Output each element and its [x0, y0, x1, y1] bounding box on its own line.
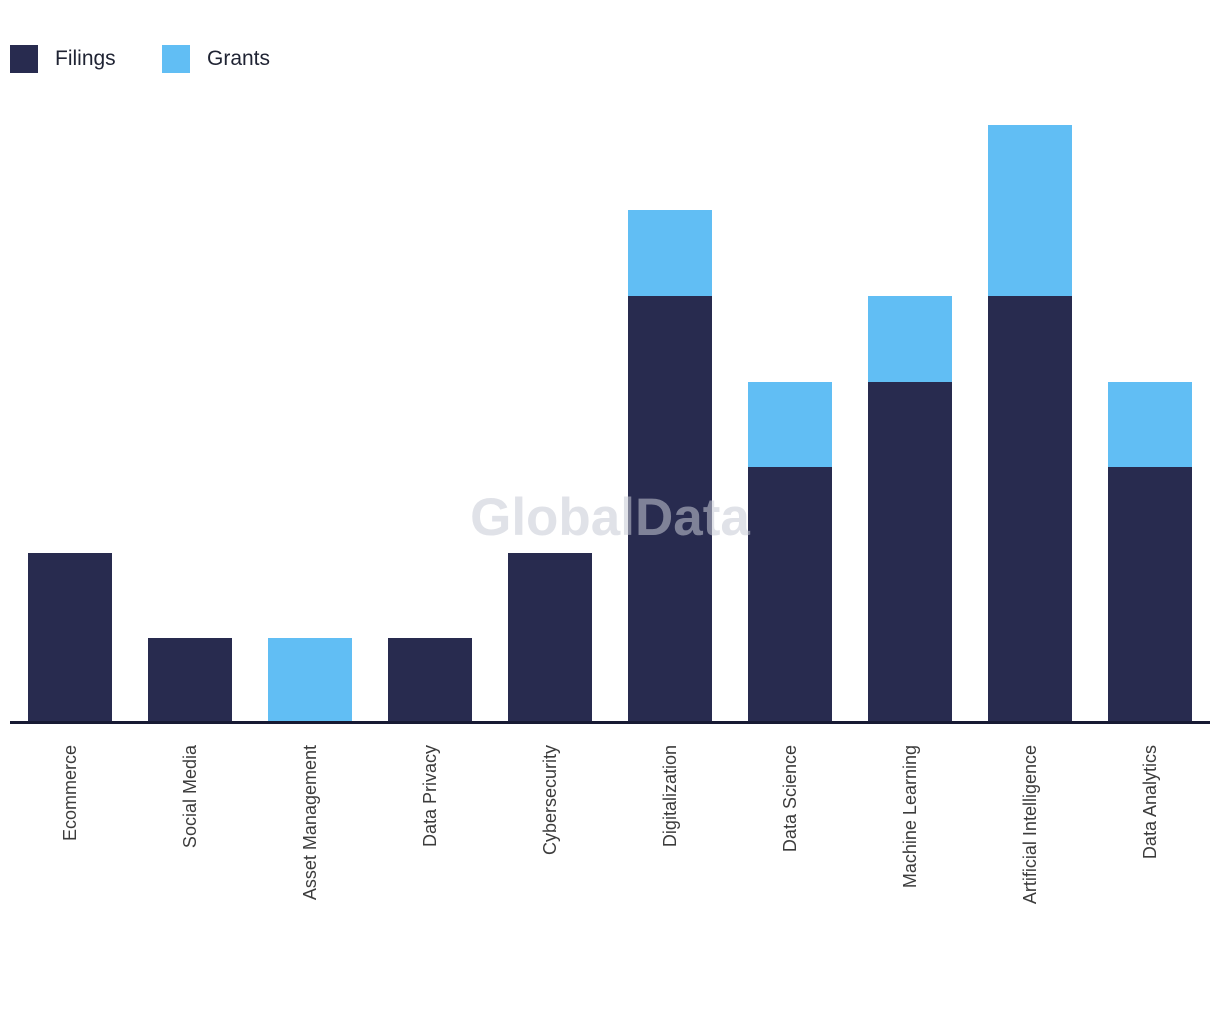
x-axis-label-data-science: Data Science	[780, 745, 800, 853]
x-axis-label-digitalization: Digitalization	[660, 745, 680, 848]
x-axis-label-data-analytics: Data Analytics	[1140, 745, 1160, 860]
x-axis-label-asset-management: Asset Management	[300, 745, 320, 901]
x-axis-label-ecommerce: Ecommerce	[60, 745, 80, 842]
grants-swatch-icon	[162, 45, 190, 73]
legend-label-filings: Filings	[55, 47, 116, 70]
x-axis-label-social-media: Social Media	[180, 745, 200, 849]
filings-swatch-icon	[10, 45, 38, 73]
bar-segment-filings-data-science[interactable]	[748, 467, 832, 724]
bar-segment-grants-asset-management[interactable]	[268, 638, 352, 724]
legend-item-grants[interactable]: Grants	[162, 45, 270, 73]
bar-segment-filings-machine-learning[interactable]	[868, 381, 952, 724]
x-axis-label-artificial-intelligence: Artificial Intelligence	[1020, 745, 1040, 905]
x-axis-label-data-privacy: Data Privacy	[420, 745, 440, 848]
bar-segment-grants-digitalization[interactable]	[628, 210, 712, 296]
legend-item-filings[interactable]: Filings	[10, 45, 116, 73]
bar-segment-filings-digitalization[interactable]	[628, 296, 712, 724]
bar-segment-grants-machine-learning[interactable]	[868, 296, 952, 382]
bar-segment-filings-cybersecurity[interactable]	[508, 552, 592, 724]
bar-segment-filings-social-media[interactable]	[148, 638, 232, 724]
x-axis-label-machine-learning: Machine Learning	[900, 745, 920, 889]
x-axis-line	[10, 721, 1210, 724]
bar-segment-filings-data-analytics[interactable]	[1108, 467, 1192, 724]
bar-segment-filings-ecommerce[interactable]	[28, 552, 112, 724]
legend-label-grants: Grants	[207, 47, 271, 70]
bar-segment-filings-data-privacy[interactable]	[388, 638, 472, 724]
bar-segment-grants-data-science[interactable]	[748, 381, 832, 468]
bar-segment-grants-data-analytics[interactable]	[1108, 381, 1192, 468]
bar-segment-grants-artificial-intelligence[interactable]	[988, 124, 1072, 296]
bar-segment-filings-artificial-intelligence[interactable]	[988, 296, 1072, 724]
x-axis-label-cybersecurity: Cybersecurity	[540, 745, 560, 856]
